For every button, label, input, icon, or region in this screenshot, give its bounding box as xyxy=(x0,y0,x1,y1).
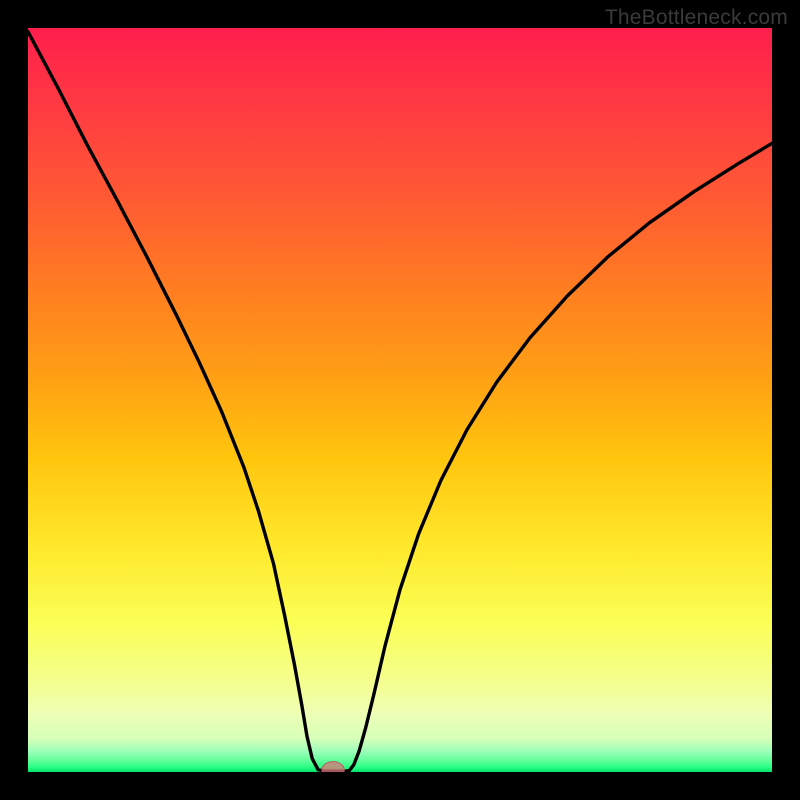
plot-background xyxy=(28,28,772,772)
bottleneck-chart xyxy=(0,0,800,800)
chart-container: TheBottleneck.com xyxy=(0,0,800,800)
